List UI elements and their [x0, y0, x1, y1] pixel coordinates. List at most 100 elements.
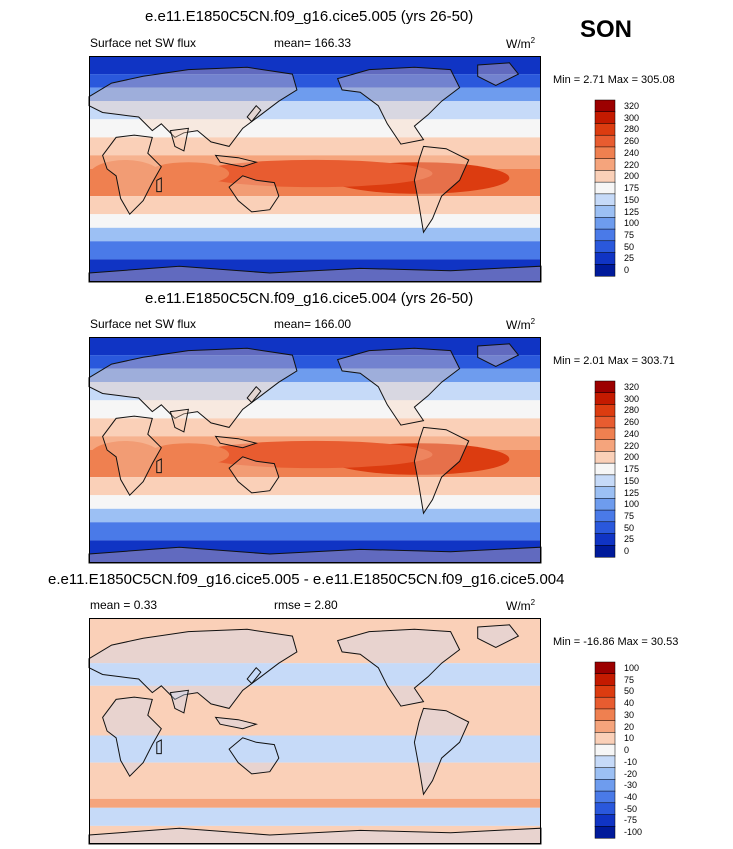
- map1-band-11: [89, 241, 541, 260]
- colorbar1-swatch-12: [594, 240, 616, 254]
- colorbar1-tick-label-6: 200: [624, 171, 640, 182]
- colorbar2-tick-label-13: 25: [624, 534, 635, 545]
- colorbar2-tick-label-6: 200: [624, 452, 640, 463]
- panel2-minmax: Min = 2.01 Max = 303.71: [553, 355, 675, 367]
- colorbar2-swatch-9: [594, 486, 616, 499]
- map1-coastline-1: [88, 66, 298, 147]
- map2-band-1: [89, 355, 541, 369]
- colorbar3-tick-label-5: 20: [624, 721, 635, 732]
- colorbar2-swatch-14: [594, 545, 616, 558]
- colorbar1-swatch-9: [594, 205, 616, 218]
- colorbar3-tick-label-3: 40: [624, 698, 635, 709]
- colorbar2-tick-label-9: 125: [624, 487, 640, 498]
- colorbar2-swatch-5: [594, 439, 616, 452]
- colorbar3-tick-label-7: 0: [624, 745, 630, 755]
- colorbar1-tick-label-5: 220: [624, 159, 640, 170]
- colorbar3-swatch-5: [594, 720, 616, 733]
- colorbar2-swatch-2: [594, 404, 616, 417]
- colorbar3-swatch-1: [594, 673, 616, 687]
- panel3-title: e.e11.E1850C5CN.f09_g16.cice5.005 - e.e1…: [48, 571, 565, 588]
- panel3-colorbar: [594, 661, 616, 839]
- colorbar3-tick-label-13: -75: [624, 815, 638, 826]
- colorbar2-tick-label-10: 100: [624, 499, 640, 510]
- colorbar3-tick-label-10: -30: [624, 780, 638, 791]
- map2-coastline-2: [169, 408, 190, 433]
- map3-coastline-5: [413, 707, 470, 796]
- map1-coastline-5: [413, 145, 470, 234]
- colorbar1-swatch-4: [594, 146, 616, 160]
- panel1-units: W/m2: [506, 36, 536, 51]
- map1-coastline-9: [214, 154, 258, 168]
- map2-coastline-9: [214, 435, 258, 449]
- map3-band-2: [89, 685, 541, 736]
- map2-coastline-6: [477, 343, 520, 367]
- map2-band-8: [89, 477, 541, 496]
- colorbar2-swatch-4: [594, 427, 616, 441]
- map1-band-1: [89, 74, 541, 88]
- map3-coastline-1: [88, 628, 298, 709]
- colorbar1-tick-label-0: 320: [624, 100, 640, 111]
- map3-band-4: [89, 762, 541, 799]
- colorbar1-tick-label-4: 240: [624, 147, 640, 158]
- colorbar2-tick-label-12: 50: [624, 522, 635, 533]
- colorbar3-swatch-9: [594, 767, 616, 780]
- map2-coastline-1: [88, 347, 298, 428]
- colorbar1-swatch-0: [594, 99, 616, 113]
- colorbar3-swatch-13: [594, 814, 616, 827]
- colorbar1-tick-label-3: 260: [624, 136, 640, 147]
- panel1-variable: Surface net SW flux: [90, 36, 197, 50]
- colorbar1-swatch-6: [594, 170, 616, 183]
- map3-coastline-6: [477, 624, 520, 648]
- colorbar2-swatch-13: [594, 533, 616, 546]
- colorbar2-swatch-3: [594, 415, 616, 429]
- colorbar1-tick-label-13: 25: [624, 253, 635, 264]
- map2-frame: [89, 337, 541, 563]
- colorbar1-tick-label-14: 0: [624, 265, 630, 276]
- map1-coastline-3: [228, 175, 280, 213]
- colorbar3-swatch-2: [594, 685, 616, 698]
- map1-coastline-4: [336, 66, 461, 145]
- colorbar3-swatch-0: [594, 661, 616, 675]
- colorbar3-swatch-10: [594, 779, 616, 792]
- colorbar3-tick-label-1: 75: [624, 674, 635, 685]
- colorbar1-tick-label-12: 50: [624, 241, 635, 252]
- colorbar2-swatch-8: [594, 474, 616, 488]
- colorbar2-swatch-10: [594, 498, 616, 511]
- panel2-colorbar: [594, 380, 616, 558]
- map3-band-3: [89, 735, 541, 763]
- colorbar1-swatch-3: [594, 134, 616, 148]
- map3-frame: [89, 618, 541, 844]
- colorbar3-tick-label-8: -10: [624, 756, 638, 767]
- colorbar1-tick-label-2: 280: [624, 124, 640, 135]
- map1-coastline-10: [246, 104, 262, 123]
- map3-coastline-3: [228, 737, 280, 775]
- colorbar1-tick-label-7: 175: [624, 183, 640, 193]
- panel3-mean: mean = 0.33: [90, 598, 158, 612]
- map1-band-4: [89, 119, 541, 138]
- map3-coastline-2: [169, 689, 190, 714]
- colorbar2-tick-label-11: 75: [624, 510, 635, 521]
- map1-band-0: [89, 56, 541, 75]
- panel3-rmse: rmse = 2.80: [274, 598, 338, 612]
- map2-band-2: [89, 368, 541, 383]
- map2-band-4: [89, 400, 541, 419]
- colorbar2-swatch-7: [594, 462, 616, 476]
- colorbar2-tick-label-0: 320: [624, 381, 640, 392]
- colorbar2-tick-label-5: 220: [624, 440, 640, 451]
- colorbar1-swatch-14: [594, 264, 616, 277]
- colorbar3-swatch-8: [594, 755, 616, 769]
- colorbar3-swatch-14: [594, 826, 616, 839]
- colorbar1-swatch-2: [594, 123, 616, 136]
- colorbar2-tick-label-8: 150: [624, 475, 640, 486]
- map1-band-10: [89, 227, 541, 242]
- colorbar2-swatch-6: [594, 451, 616, 464]
- colorbar2-swatch-0: [594, 380, 616, 394]
- colorbar3-tick-label-11: -40: [624, 791, 638, 802]
- colorbar1-swatch-8: [594, 193, 616, 207]
- colorbar1-tick-label-8: 150: [624, 194, 640, 205]
- season-label: SON: [580, 16, 633, 43]
- map2-coastline-0: [102, 415, 162, 497]
- map1-band-2: [89, 87, 541, 102]
- colorbar3-swatch-4: [594, 708, 616, 722]
- colorbar1-swatch-5: [594, 158, 616, 171]
